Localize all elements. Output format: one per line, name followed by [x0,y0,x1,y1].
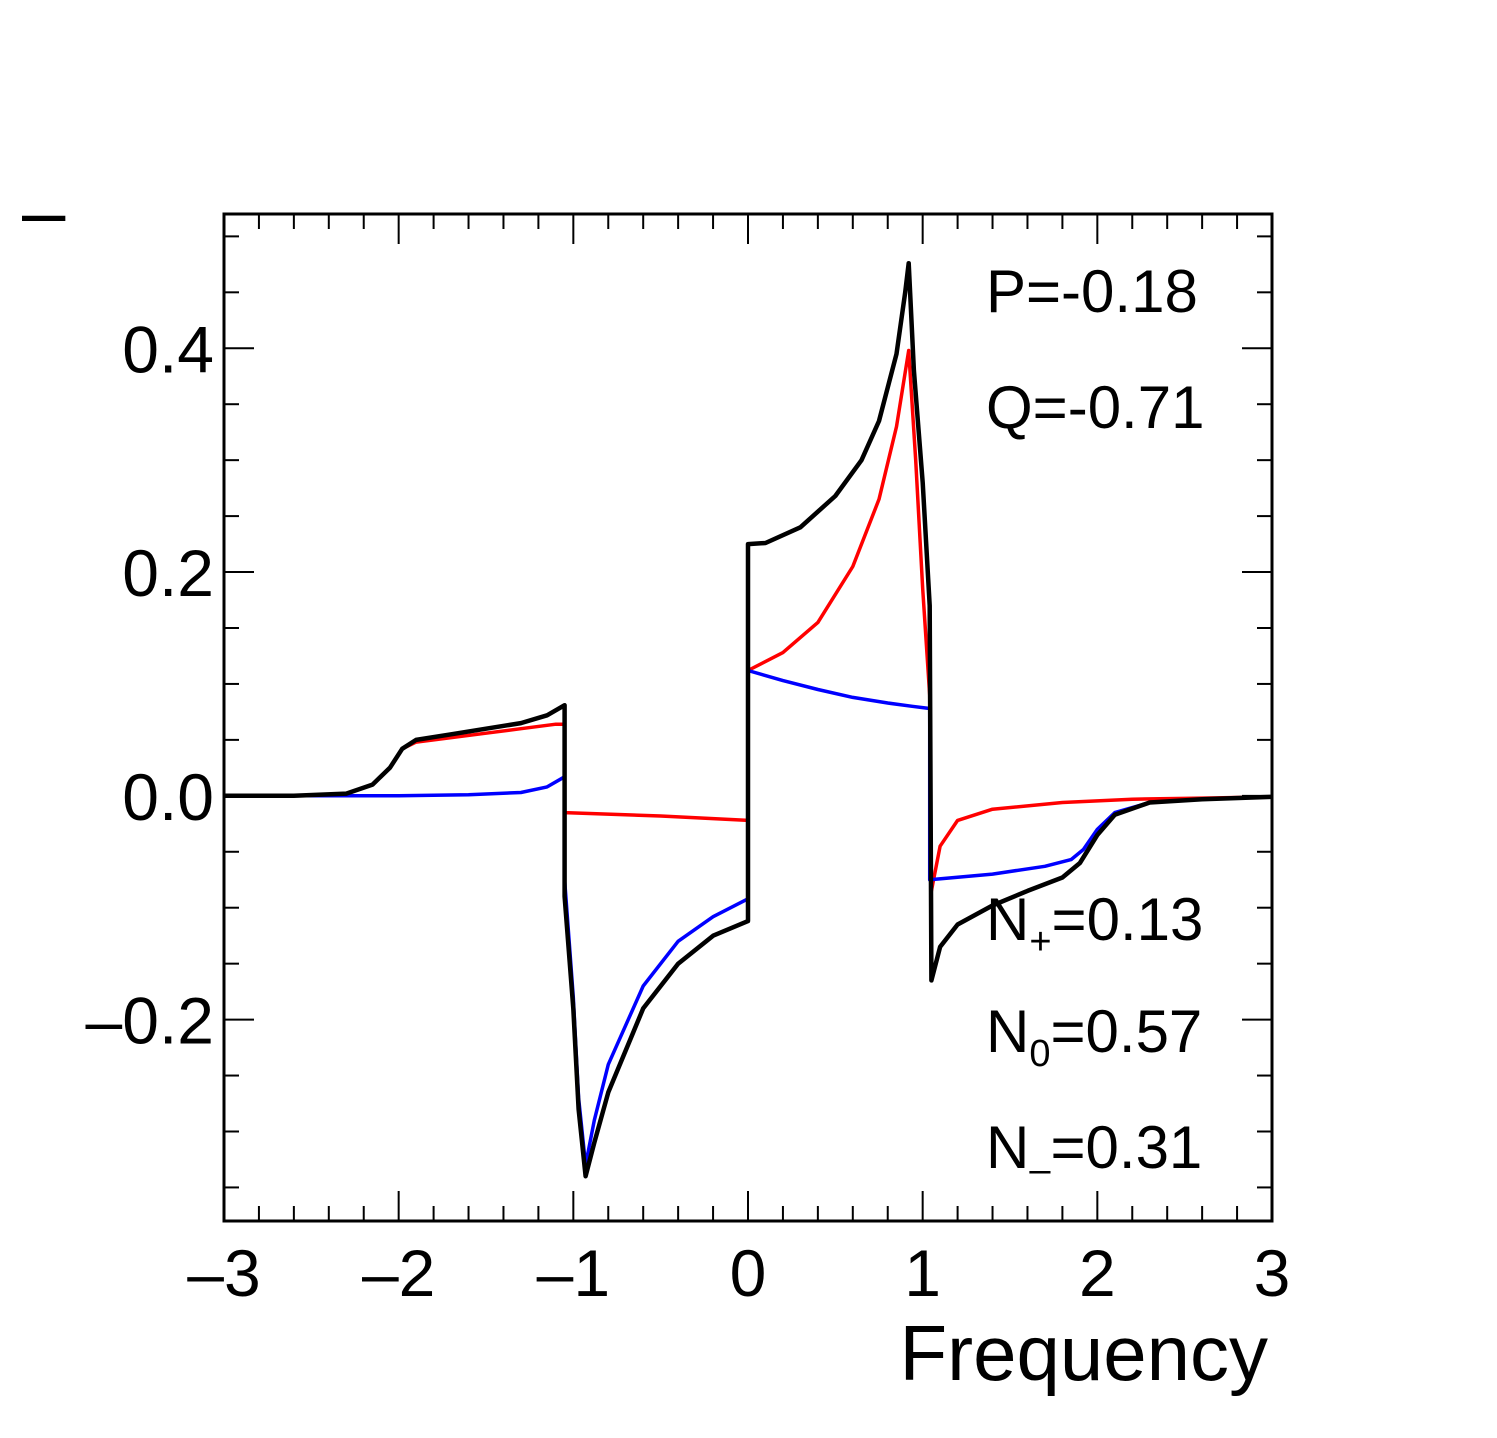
annotation-n-plus: N+=0.13 [986,886,1203,963]
y-tick-label: 0.2 [122,536,214,610]
annotation-n-minus: N–=0.31 [986,1114,1202,1191]
annotation-q: Q=-0.71 [986,374,1204,441]
annotation-n-zero-value: =0.57 [1050,998,1202,1065]
y-tick-label: 0.4 [122,312,214,386]
x-tick-labels: –3 –2 –1 0 1 2 3 [187,1236,1290,1310]
series-layer [224,260,1273,1179]
x-axis-title: Frequency [899,1309,1268,1397]
annotation-n-zero-sub: 0 [1029,1033,1050,1075]
ticks-layer [223,214,1273,1221]
annotation-n-zero: N0=0.57 [986,998,1202,1075]
x-tick-label: 1 [904,1236,941,1310]
annotation-n-plus-sub: + [1029,921,1051,963]
y-tick-label: 0.0 [122,760,214,834]
annotation-p: P=-0.18 [986,258,1198,325]
y-axis-title-fragment: – [22,167,66,255]
annotation-n-minus-main: N [986,1114,1029,1181]
annotation-n-minus-value: =0.31 [1050,1114,1202,1181]
annotation-n-minus-sub: – [1029,1149,1051,1191]
x-tick-label: 3 [1254,1236,1291,1310]
annotation-n-zero-main: N [986,998,1029,1065]
y-tick-labels: –0.2 0.0 0.2 0.4 [86,312,214,1057]
y-tick-label: –0.2 [86,984,214,1058]
x-tick-label: 2 [1079,1236,1116,1310]
series-black-line [224,260,1273,1179]
annotation-n-plus-value: =0.13 [1052,886,1204,953]
x-tick-label: –1 [537,1236,610,1310]
x-tick-label: –2 [362,1236,435,1310]
x-tick-label: –3 [187,1236,260,1310]
x-tick-label: 0 [730,1236,767,1310]
annotation-n-plus-main: N [986,886,1029,953]
